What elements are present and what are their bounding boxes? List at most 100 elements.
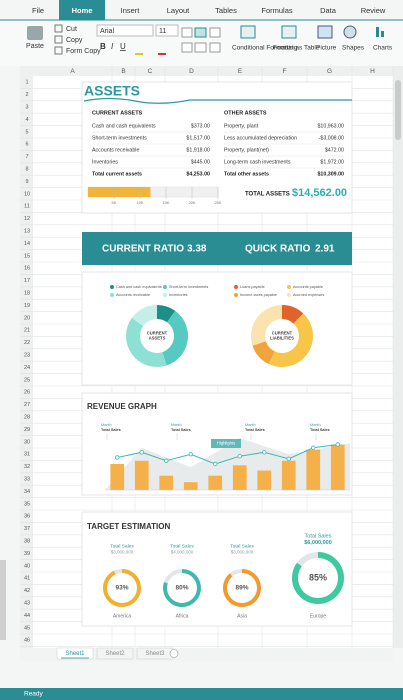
row-header[interactable]: 13 [24, 228, 30, 234]
row-header[interactable]: 1 [25, 80, 28, 86]
row-header[interactable]: 14 [24, 241, 30, 247]
row-header[interactable]: 32 [24, 464, 30, 470]
row-header[interactable]: 16 [24, 266, 30, 272]
row-header[interactable]: 12 [24, 216, 30, 222]
ribbon-tab[interactable]: File [32, 6, 44, 15]
row-header[interactable]: 5 [25, 129, 28, 135]
row-header[interactable]: 45 [24, 625, 30, 631]
font-box[interactable] [96, 24, 154, 37]
column-header[interactable]: E [238, 68, 243, 75]
row-header[interactable]: 26 [24, 390, 30, 396]
row-header[interactable]: 40 [24, 563, 30, 569]
font-color[interactable] [158, 53, 166, 55]
row-header[interactable]: 8 [25, 166, 28, 172]
row-header[interactable]: 10 [24, 191, 30, 197]
scroll-thumb[interactable] [395, 80, 401, 140]
sheet-tab-label[interactable]: Sheet3 [145, 651, 165, 657]
italic-button[interactable]: I [111, 42, 114, 51]
copy-label[interactable]: Copy [66, 37, 83, 44]
column-header[interactable]: C [148, 68, 153, 75]
bold-button[interactable]: B [100, 42, 106, 51]
cut-label[interactable]: Cut [66, 26, 77, 33]
paste-icon[interactable] [27, 26, 43, 40]
row-header[interactable]: 17 [24, 278, 30, 284]
row-header[interactable]: 31 [24, 452, 30, 458]
row-header[interactable]: 7 [25, 154, 28, 160]
table-icon[interactable] [281, 25, 297, 39]
shapes-icon[interactable] [343, 25, 357, 39]
align-center[interactable] [194, 27, 207, 38]
align-top[interactable] [181, 42, 193, 53]
ribbon-tab[interactable]: Insert [121, 6, 141, 15]
ribbon-tab[interactable]: Review [361, 6, 386, 15]
row-header[interactable]: 34 [24, 489, 30, 495]
row-header[interactable]: 23 [24, 352, 30, 358]
picture-label[interactable]: Picture [316, 45, 337, 52]
row-header[interactable]: 21 [24, 328, 30, 334]
charts-icon[interactable] [381, 31, 384, 37]
column-header[interactable]: F [283, 68, 287, 75]
row-header[interactable]: 33 [24, 476, 30, 482]
row-header[interactable]: 27 [24, 402, 30, 408]
row-header[interactable]: 19 [24, 303, 30, 309]
row-header[interactable]: 18 [24, 290, 30, 296]
picture-icon[interactable] [317, 25, 333, 39]
row-header[interactable]: 37 [24, 526, 30, 532]
row-header[interactable]: 44 [24, 613, 30, 619]
row-header[interactable]: 3 [25, 104, 28, 110]
ribbon-tab[interactable]: Tables [215, 6, 237, 15]
add-sheet[interactable] [169, 649, 179, 658]
row-header[interactable]: 38 [24, 538, 30, 544]
row-header[interactable]: 4 [25, 117, 28, 123]
row-header[interactable]: 28 [24, 414, 30, 420]
row-header[interactable]: 36 [24, 514, 30, 520]
row-header[interactable]: 29 [24, 427, 30, 433]
form-copy-label[interactable]: Form Copy [66, 48, 101, 55]
align-middle[interactable] [194, 42, 207, 53]
row-header[interactable]: 22 [24, 340, 30, 346]
sheet-tab-label[interactable]: Sheet1 [65, 651, 85, 657]
row-header[interactable]: 24 [24, 365, 30, 371]
column-header[interactable]: A [70, 68, 75, 75]
row-header[interactable]: 41 [24, 576, 30, 582]
format-table-label[interactable]: Format as Table [273, 45, 320, 52]
column-header[interactable]: D [189, 68, 194, 75]
font-size-box[interactable] [155, 24, 179, 37]
shapes-label[interactable]: Shapes [342, 45, 365, 52]
column-header[interactable]: H [370, 68, 375, 75]
sheet-tab-label[interactable]: Sheet2 [105, 651, 125, 657]
underline-button[interactable]: U [120, 42, 126, 51]
row-header[interactable]: 46 [24, 638, 30, 644]
font-size[interactable]: 11 [159, 28, 166, 35]
fill-color[interactable] [135, 53, 143, 55]
row-header[interactable]: 20 [24, 315, 30, 321]
row-header[interactable]: 43 [24, 600, 30, 606]
ribbon-tab[interactable]: Layout [167, 6, 190, 15]
align-right[interactable] [209, 27, 221, 38]
conditional-icon[interactable] [240, 25, 256, 39]
row-header[interactable]: 6 [25, 142, 28, 148]
font-name[interactable]: Arial [100, 28, 114, 35]
row-header[interactable]: 39 [24, 551, 30, 557]
column-header[interactable]: G [327, 68, 332, 75]
conditional-label[interactable]: Conditional Formatting [232, 45, 298, 52]
ribbon-tab[interactable]: Formulas [261, 6, 293, 15]
column-header[interactable]: B [121, 68, 125, 75]
row-header[interactable]: 15 [24, 253, 30, 259]
active-tab-bg[interactable] [59, 0, 105, 20]
sheet-tab[interactable] [96, 647, 134, 660]
row-header[interactable]: 25 [24, 377, 30, 383]
charts-label[interactable]: Charts [373, 45, 393, 52]
row-header[interactable]: 9 [25, 179, 28, 185]
sheet-tab[interactable] [56, 647, 94, 660]
paste-label[interactable]: Paste [26, 43, 44, 50]
row-header[interactable]: 30 [24, 439, 30, 445]
row-header[interactable]: 2 [25, 92, 28, 98]
row-header[interactable]: 35 [24, 501, 30, 507]
align-left[interactable] [181, 27, 193, 38]
scrollbar[interactable] [393, 66, 403, 648]
ribbon-tab[interactable]: Home [72, 6, 93, 15]
row-header[interactable]: 42 [24, 588, 30, 594]
ribbon-tab[interactable]: Data [320, 6, 337, 15]
align-bottom[interactable] [209, 42, 221, 53]
